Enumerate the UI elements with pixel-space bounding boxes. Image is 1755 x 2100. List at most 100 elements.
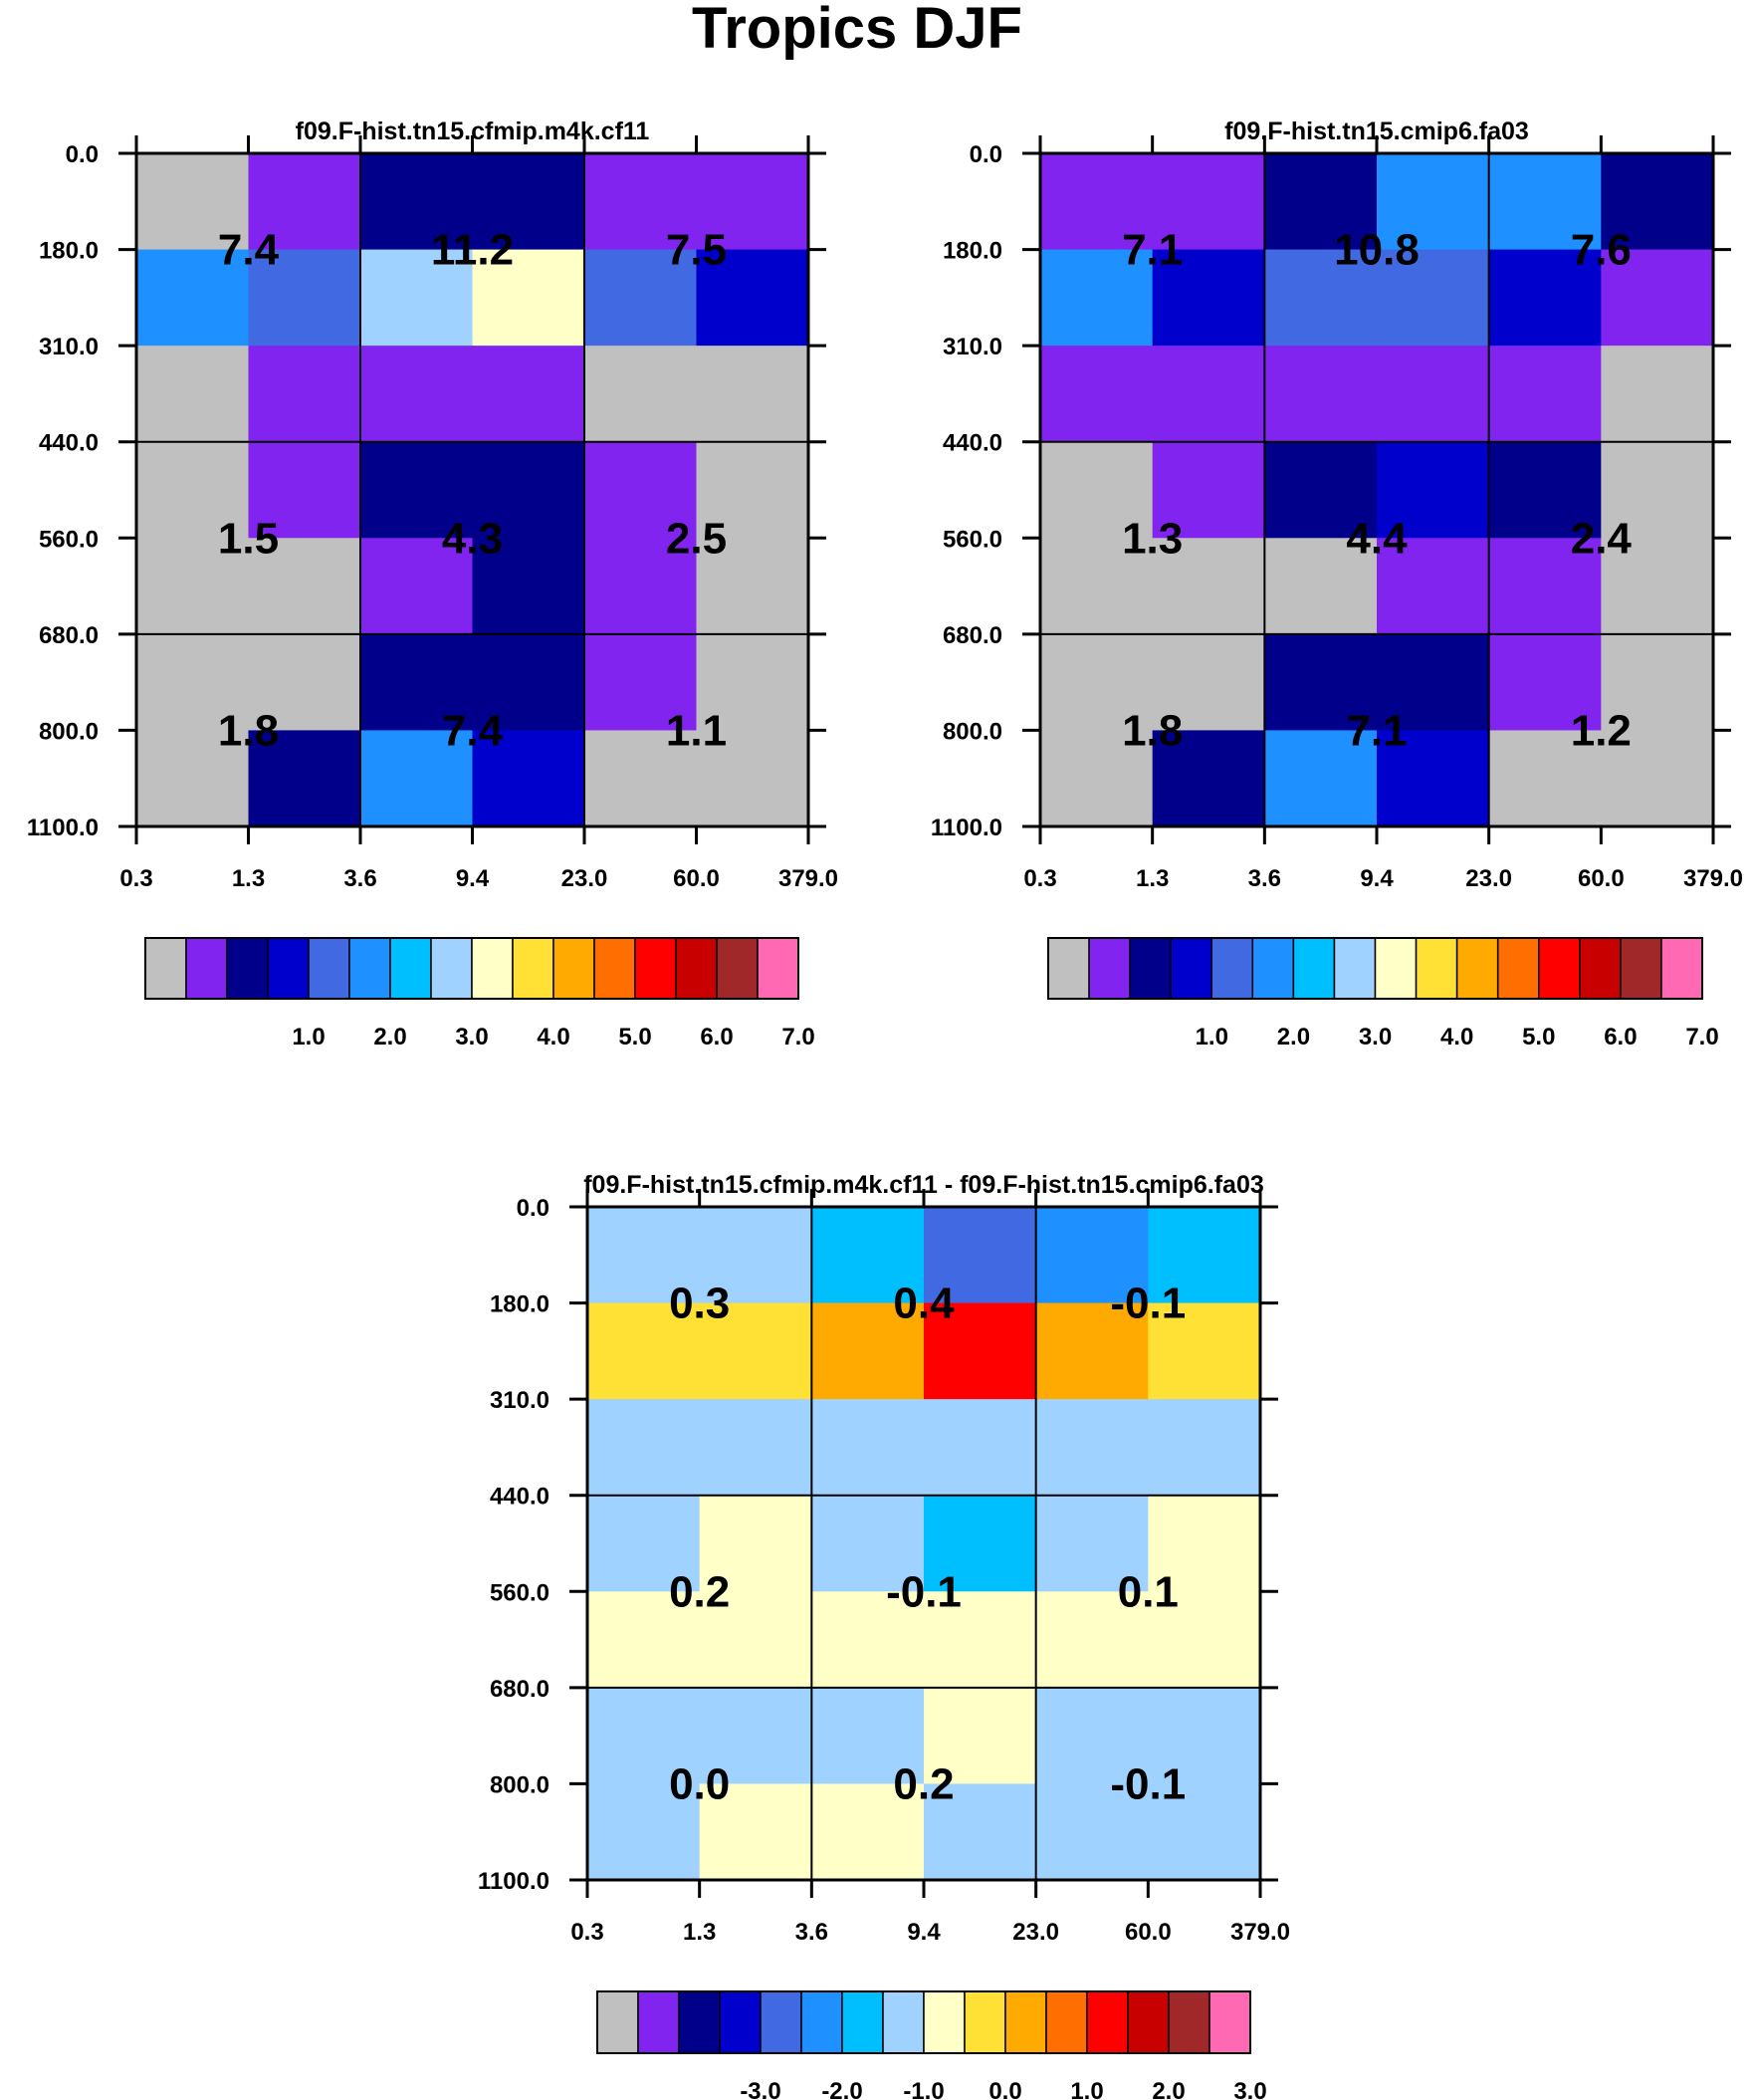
colorbar-label: 5.0: [1522, 1024, 1555, 1050]
colorbar-swatch: [1333, 937, 1377, 1000]
x-tick-label: 60.0: [1125, 1919, 1172, 1946]
cell-value-label: -0.1: [886, 1567, 962, 1616]
heatmap-cell: [1264, 538, 1378, 635]
heatmap-cell: [587, 1687, 701, 1785]
x-tick-label: 60.0: [1578, 865, 1625, 892]
y-tick-label: 0.0: [970, 141, 1002, 168]
cell-value-label: 1.8: [218, 706, 279, 755]
heatmap-cell: [472, 249, 585, 347]
colorbar-swatch: [841, 1990, 884, 2054]
y-tick-label: 560.0: [943, 526, 1002, 553]
heatmap-cell: [587, 1302, 701, 1400]
colorbar-swatch: [226, 937, 269, 1000]
heatmap-cell: [1035, 1207, 1149, 1304]
colorbar-label: 1.0: [1070, 2078, 1103, 2100]
heatmap-cell: [248, 249, 361, 347]
y-tick-label: 440.0: [490, 1484, 549, 1511]
colorbar-swatch: [389, 937, 432, 1000]
colorbar-swatch: [1088, 937, 1131, 1000]
colorbar-label: 4.0: [1440, 1024, 1473, 1050]
cell-value-label: 1.3: [1122, 514, 1183, 563]
cell-value-label: 7.6: [1571, 226, 1632, 275]
heatmap-cell: [811, 1591, 925, 1689]
heatmap-cell: [587, 1591, 701, 1689]
cell-value-label: 2.5: [666, 514, 727, 563]
colorbar-swatch: [1292, 937, 1336, 1000]
y-tick-label: 680.0: [39, 622, 99, 649]
heatmap-cell: [1488, 346, 1602, 443]
colorbar-label: -2.0: [821, 2078, 862, 2100]
heatmap-cell: [1035, 1302, 1149, 1400]
heatmap-cells: [136, 153, 809, 827]
colorbar-label: 7.0: [1685, 1024, 1718, 1050]
colorbar-swatch: [1129, 937, 1172, 1000]
colorbar-swatch: [430, 937, 473, 1000]
colorbar-label: 0.0: [988, 2078, 1021, 2100]
x-tick-label: 1.3: [232, 865, 265, 892]
cell-value-label: 7.4: [442, 706, 504, 755]
colorbar-swatch: [964, 1990, 1006, 2054]
heatmap-cell: [472, 730, 585, 827]
heatmap-cell: [472, 441, 585, 539]
heatmap-cell: [1152, 730, 1265, 827]
heatmap-cell: [1152, 538, 1265, 635]
colorbar: 1.0 2.0 3.0 4.0 5.0 6.0 7.0: [144, 937, 815, 1050]
colorbar-swatch: [1208, 1990, 1251, 2054]
heatmap-cell: [1264, 633, 1378, 732]
x-tick-label: 60.0: [673, 865, 720, 892]
colorbar-swatch: [267, 937, 310, 1000]
colorbar-swatch: [1127, 1990, 1170, 2054]
x-tick-label: 379.0: [1230, 1919, 1290, 1946]
cell-value-label: 2.4: [1571, 514, 1633, 563]
heatmap-cell: [699, 1302, 812, 1400]
heatmap-cell: [1488, 538, 1602, 635]
heatmap-cell: [699, 1687, 812, 1785]
colorbar-swatch: [800, 1990, 843, 2054]
heatmap-cell: [1488, 249, 1602, 347]
heatmap-cell: [696, 633, 809, 732]
heatmap-cell: [1264, 441, 1378, 539]
colorbar-swatch: [1170, 937, 1212, 1000]
y-tick-label: 800.0: [39, 718, 99, 745]
heatmap-cell: [248, 346, 361, 443]
heatmap-cell: [136, 538, 250, 635]
heatmap-cell: [1035, 1591, 1149, 1689]
heatmap-cell: [1264, 153, 1378, 251]
heatmap-cell: [1377, 730, 1490, 827]
colorbar-swatch: [593, 937, 636, 1000]
heatmap-cell: [584, 346, 698, 443]
colorbar: 1.0 2.0 3.0 4.0 5.0 6.0 7.0: [1047, 937, 1719, 1050]
heatmap-cell: [1601, 538, 1714, 635]
heatmap-cell: [1148, 1591, 1261, 1689]
colorbar-swatch: [1496, 937, 1540, 1000]
heatmap-cell: [1040, 249, 1154, 347]
heatmap-cell: [1601, 633, 1714, 732]
colorbar-swatch: [675, 937, 718, 1000]
colorbar-label: 5.0: [618, 1024, 651, 1050]
heatmap-cell: [136, 633, 250, 732]
y-tick-label: 180.0: [943, 238, 1002, 265]
heatmap-cell: [1601, 249, 1714, 347]
x-tick-label: 379.0: [1683, 865, 1743, 892]
colorbar-swatch: [1210, 937, 1254, 1000]
heatmap-cells: [587, 1207, 1261, 1881]
colorbar-swatch: [596, 1990, 639, 2054]
x-tick-label: 3.6: [795, 1919, 828, 1946]
x-tick-label: 0.3: [570, 1919, 603, 1946]
y-tick-label: 800.0: [943, 718, 1002, 745]
heatmap-cell: [136, 249, 250, 347]
y-tick-labels: 0.0 180.0 310.0 440.0 560.0 680.0 800.0 1100.0: [478, 1195, 549, 1895]
heatmap-cell: [584, 441, 698, 539]
y-tick-label: 560.0: [39, 526, 99, 553]
colorbar-swatch: [512, 937, 554, 1000]
cell-value-label: 0.2: [893, 1759, 954, 1808]
heatmap-cell: [360, 249, 474, 347]
block-value-labels: 7.4 11.2 7.5 1.5 4.3 2.5 1.8 7.4 1.1: [218, 226, 727, 756]
figure-title: Tropics DJF: [692, 0, 1022, 61]
heatmap-cell: [360, 346, 474, 443]
x-tick-label: 0.3: [1023, 865, 1056, 892]
colorbar-swatch: [634, 937, 677, 1000]
cell-value-label: 0.0: [669, 1759, 730, 1808]
colorbar-swatch: [1538, 937, 1581, 1000]
